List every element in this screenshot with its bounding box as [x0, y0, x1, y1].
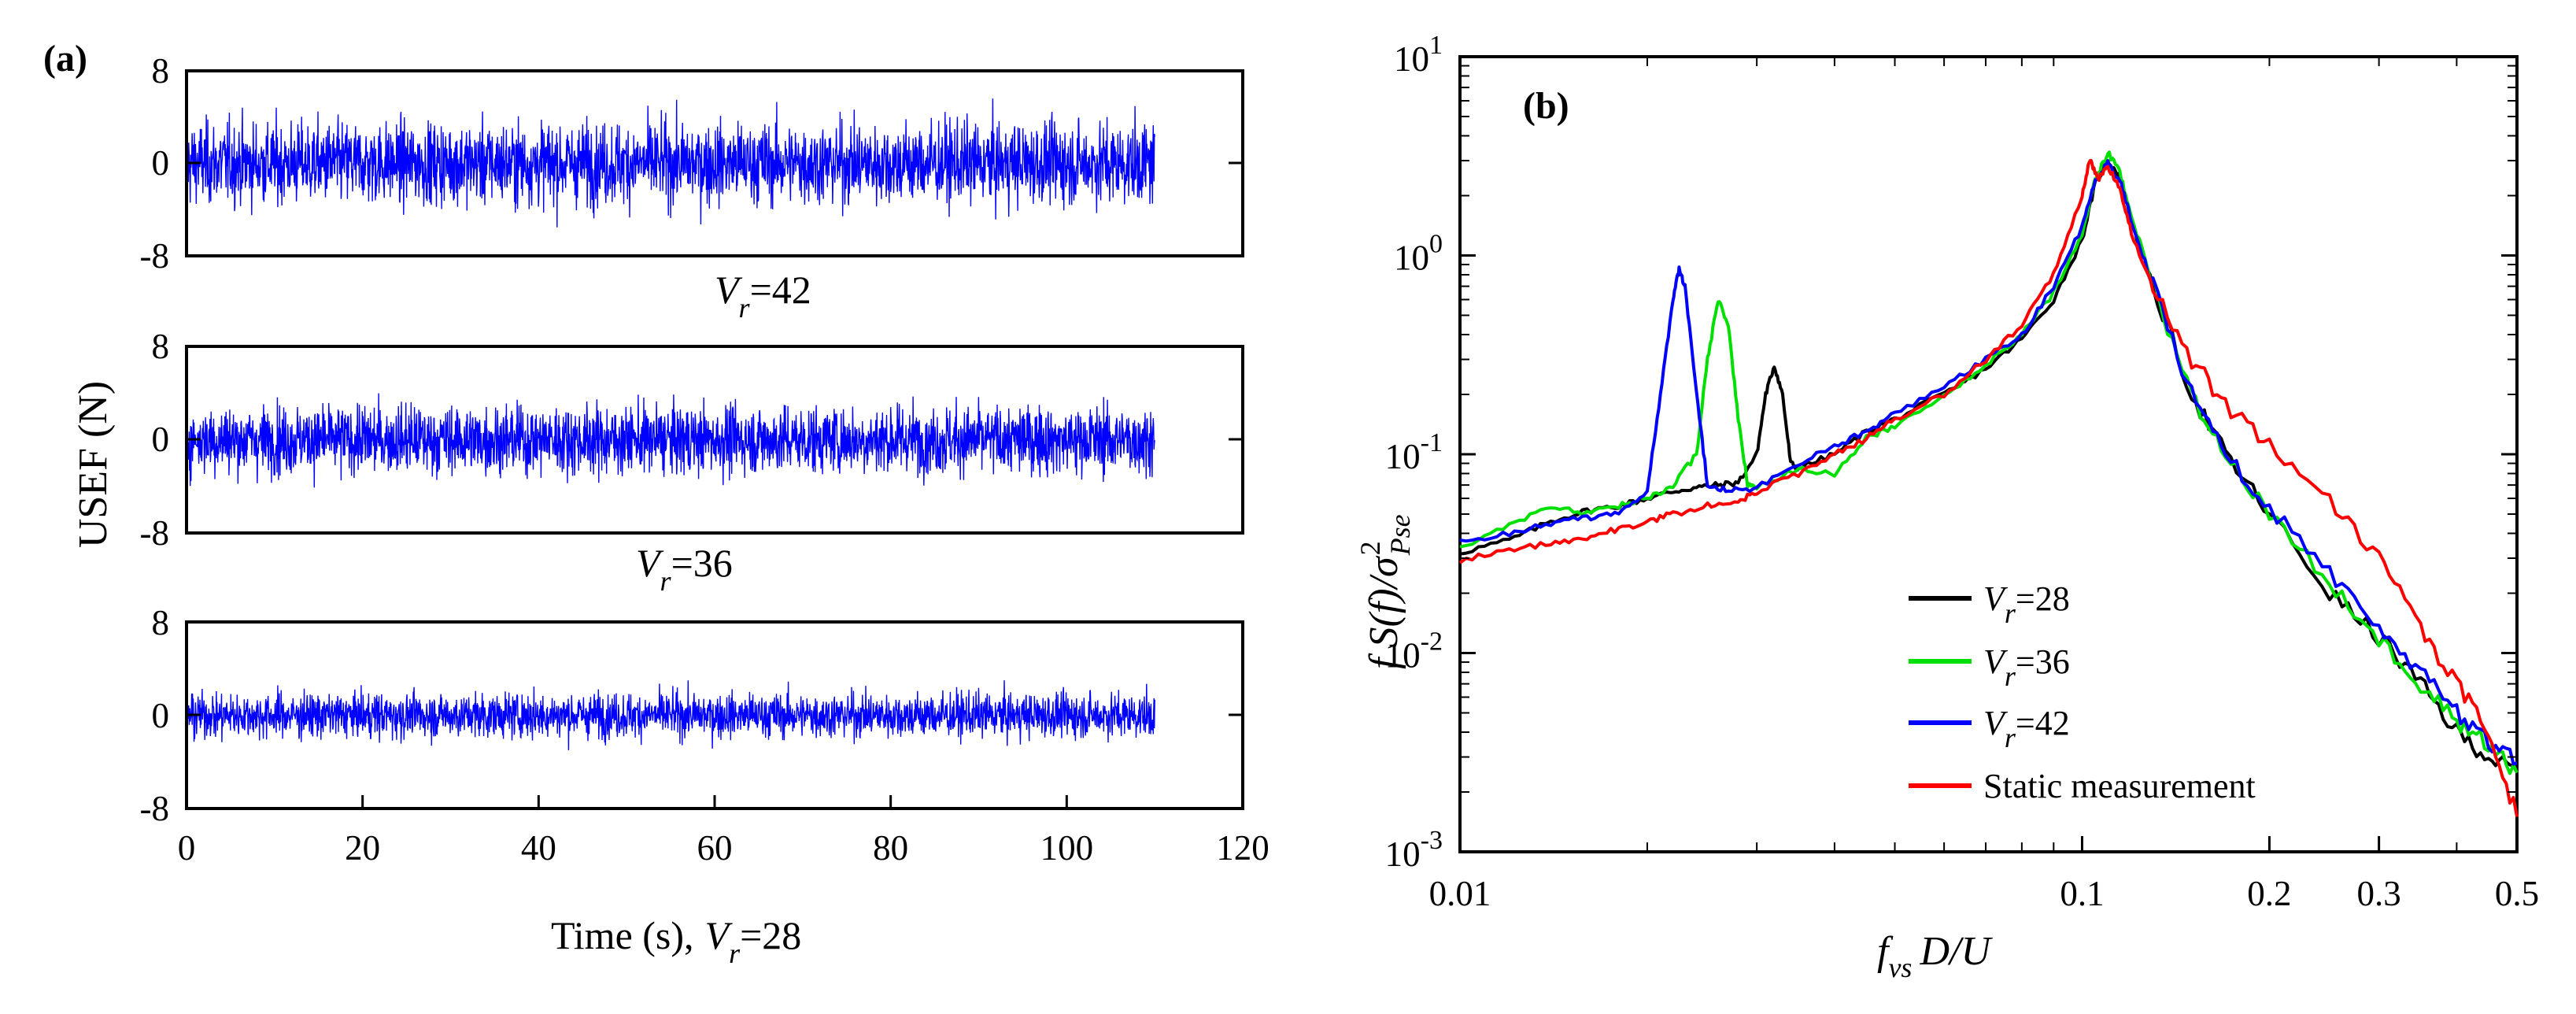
ytick-mid: 0: [152, 696, 170, 735]
panel-a-xticks: 0 20 40 60 80 100 120: [178, 795, 1270, 868]
legend-label: Vr=28: [1983, 579, 2070, 629]
xtick-label: 0.5: [2495, 874, 2539, 913]
xtick-label: 40: [521, 828, 556, 868]
xtick-label: 0.01: [1429, 874, 1491, 913]
subplot-vr42: 8 0 -8 Vr=42: [140, 51, 1244, 324]
ytick-mid: 0: [152, 420, 170, 459]
subplot-vr36: 8 0 -8 Vr=36: [140, 327, 1244, 597]
subplot-vr28: 8 0 -8: [140, 603, 1244, 828]
ytick-label: 10-1: [1385, 428, 1443, 476]
xtick-label: 20: [345, 828, 380, 868]
panel-b-ylabel: f S(f)/σ2Pse: [1355, 514, 1416, 669]
ytick-label: 100: [1394, 230, 1443, 278]
spectra-lines: [1458, 150, 2519, 817]
ytick-label: 101: [1394, 31, 1443, 79]
legend-entry-static: Static measurement: [1909, 767, 2256, 805]
xtick-label: 100: [1040, 828, 1094, 868]
legend-entry-vr42: Vr=42: [1909, 704, 2070, 753]
signal-line: [186, 393, 1155, 488]
ytick-top: 8: [152, 327, 170, 366]
xtick-label: 120: [1216, 828, 1270, 868]
panel-b-yticks: 101 100 10-1 10-2 10-3: [1385, 31, 2517, 874]
xtick-label: 60: [697, 828, 733, 868]
panel-a-xlabel: Time (s), Vr=28: [551, 913, 801, 969]
legend-entry-vr28: Vr=28: [1909, 579, 2070, 629]
spectrum-line: [1459, 161, 2519, 774]
xtick-label: 0.1: [2060, 874, 2104, 913]
legend: Vr=28 Vr=36 Vr=42 Static measurement: [1909, 579, 2256, 805]
xtick-label: 80: [873, 828, 908, 868]
subplot-caption-vr36: Vr=36: [636, 541, 733, 597]
ytick-bot: -8: [140, 236, 170, 276]
legend-label: Vr=42: [1983, 704, 2070, 753]
subplot-caption-vr42: Vr=42: [715, 268, 811, 324]
xtick-label: 0.2: [2247, 874, 2291, 913]
ytick-top: 8: [152, 51, 170, 91]
signal-line: [186, 98, 1155, 228]
spectrum-line: [1458, 158, 2519, 817]
panel-a-label: (a): [43, 38, 87, 80]
panel-b-xlabel: fvs D/U: [1877, 929, 1993, 983]
signal-vr28: [186, 680, 1155, 750]
spectrum-line: [1459, 159, 2518, 766]
xtick-label: 0.3: [2357, 874, 2401, 913]
ytick-top: 8: [152, 603, 170, 642]
ytick-bot: -8: [140, 513, 170, 553]
panel-a-ylabel: USEF (N): [71, 381, 116, 548]
xtick-label: 0: [178, 828, 196, 868]
legend-label: Vr=36: [1983, 642, 2070, 692]
legend-entry-vr36: Vr=36: [1909, 642, 2070, 692]
signal-line: [186, 680, 1155, 750]
ytick-bot: -8: [140, 789, 170, 828]
signal-vr42: [186, 98, 1155, 228]
ytick-label: 10-3: [1385, 826, 1443, 874]
panel-b-label: (b): [1523, 85, 1569, 127]
ytick-mid: 0: [152, 143, 170, 183]
legend-label: Static measurement: [1983, 767, 2256, 805]
ytick-label: 10-2: [1385, 627, 1443, 675]
panel-b-xticks: 0.01 0.1 0.2 0.3 0.5: [1429, 57, 2539, 913]
panel-b: (b) 0.01 0.1 0.2 0.3 0.5 10110010-110-210-3 …: [1355, 31, 2539, 983]
panel-a: (a) USEF (N) 8 0 -8 Vr=42 8 0 -8 V: [43, 38, 1270, 969]
signal-vr36: [186, 393, 1155, 488]
